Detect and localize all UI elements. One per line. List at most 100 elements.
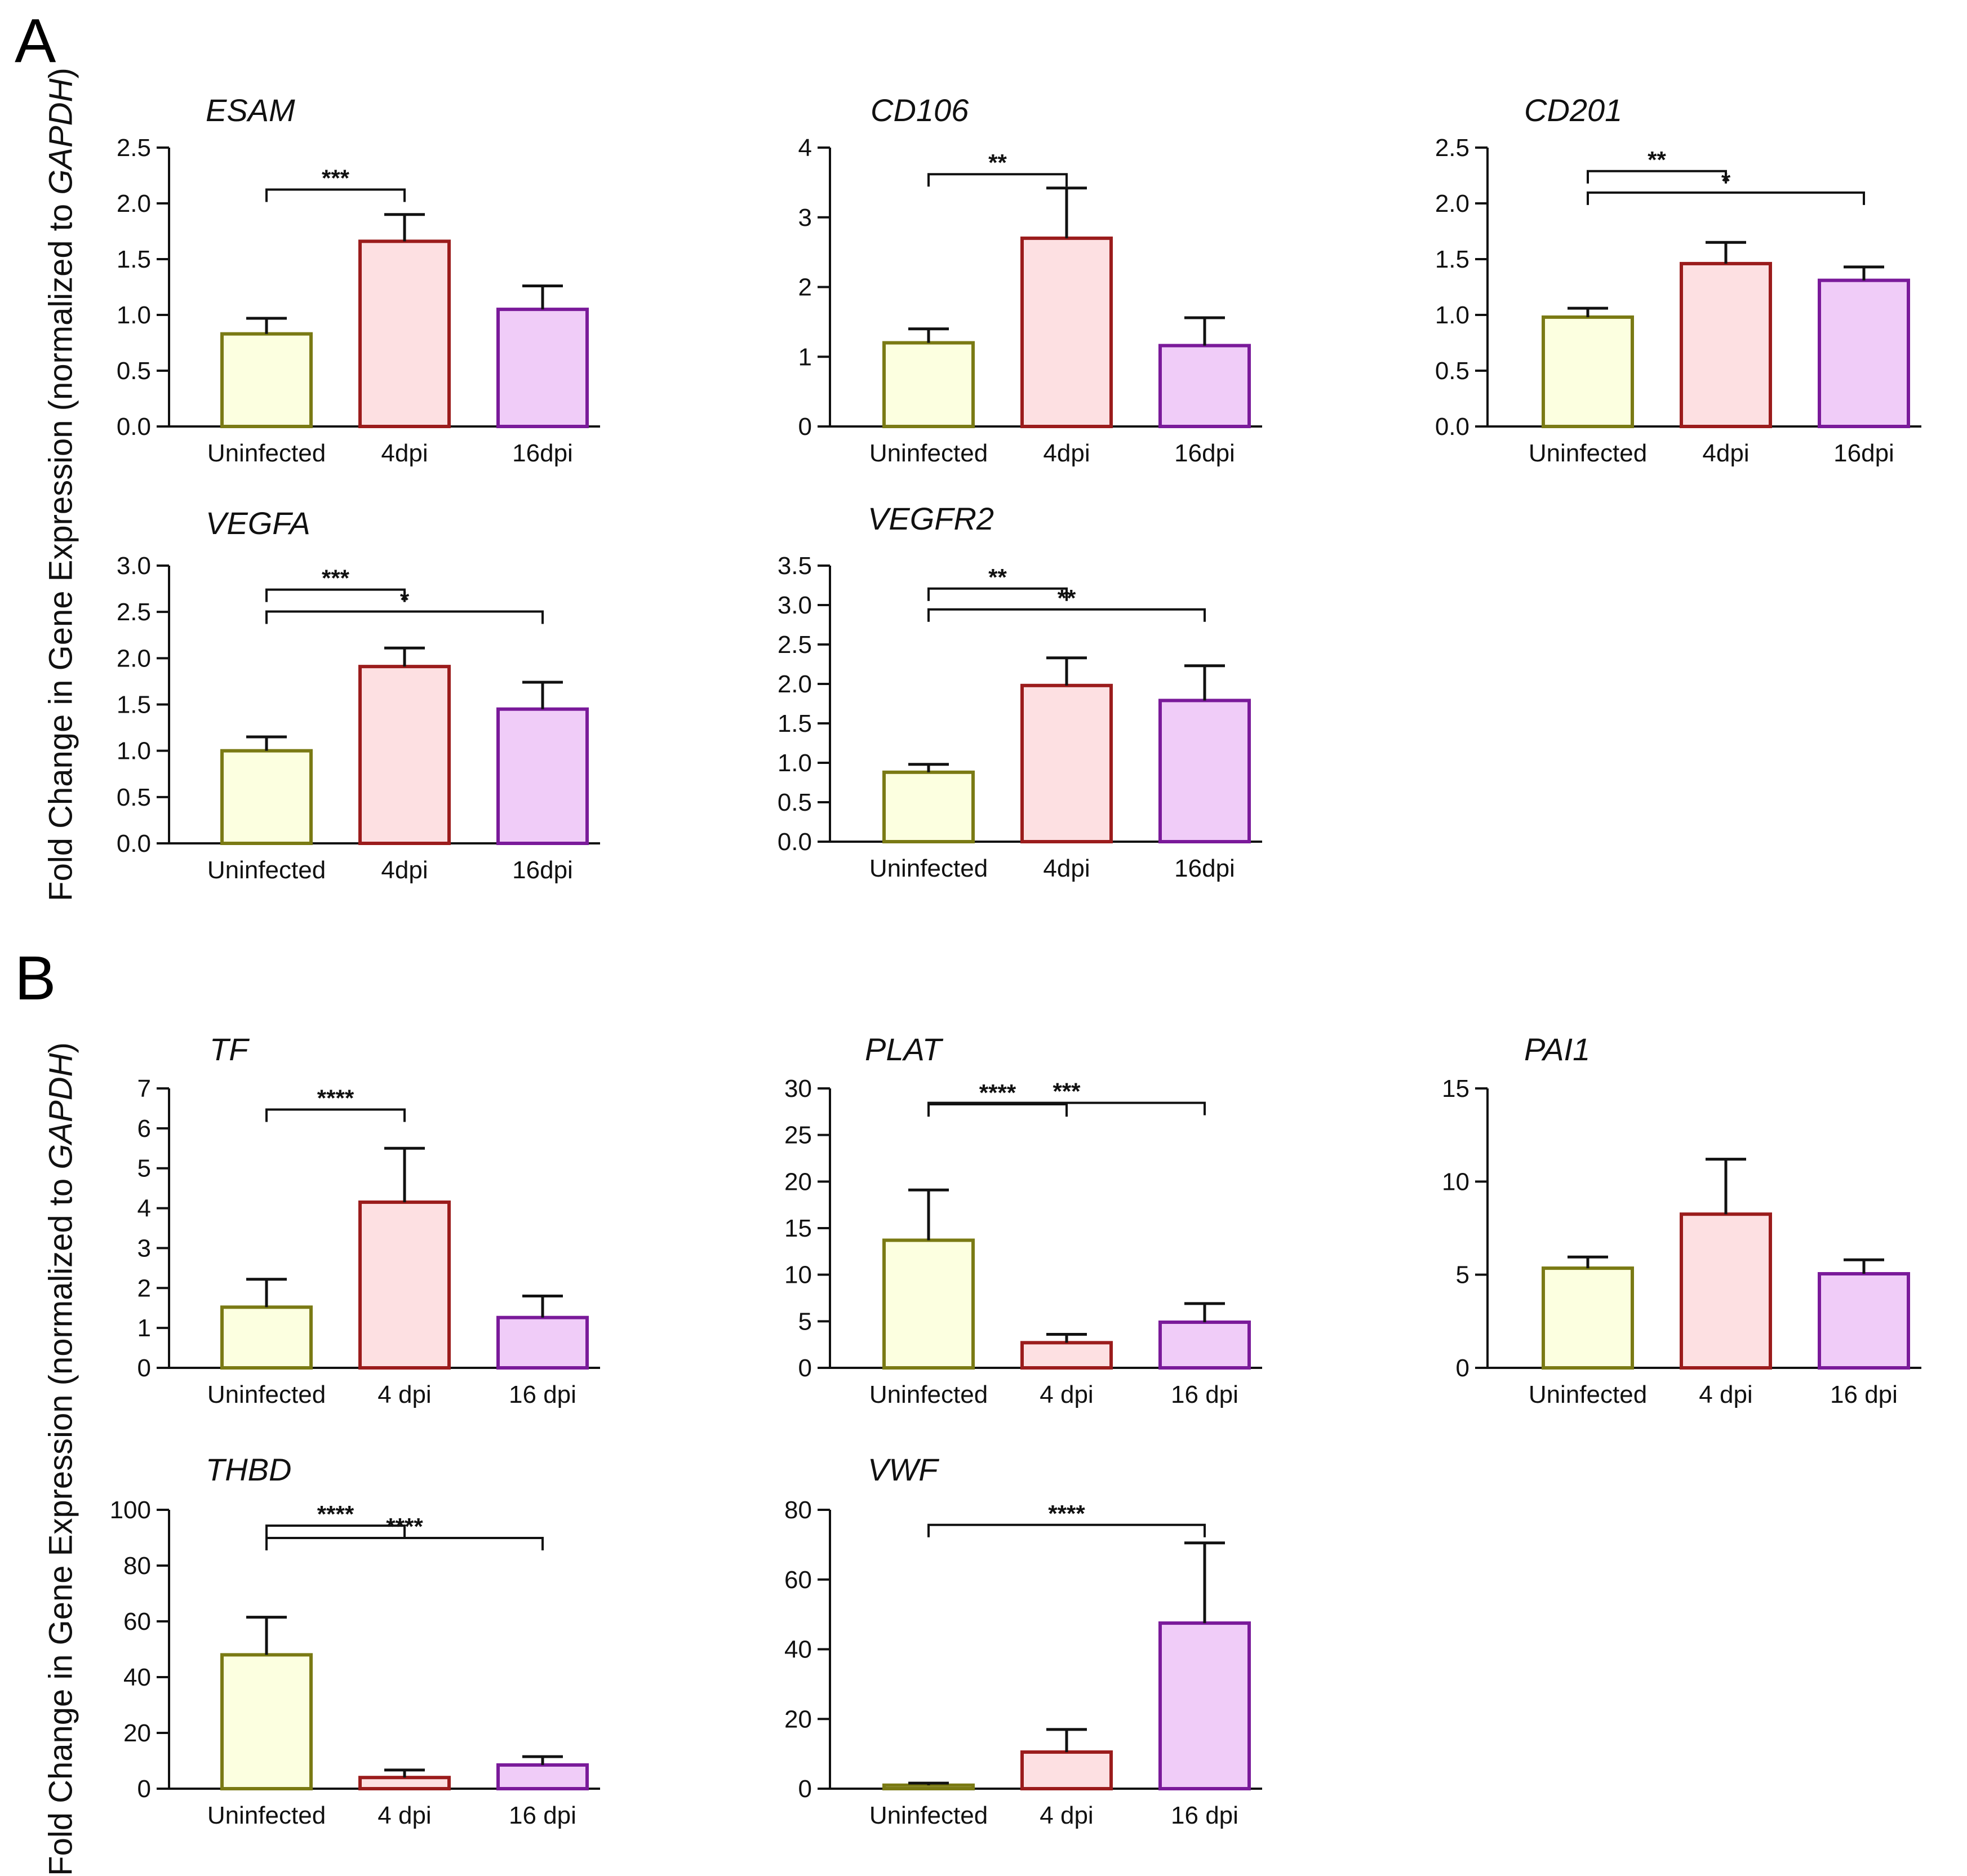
y-tick-label: 1.0 bbox=[778, 749, 812, 777]
y-tick-label: 2.0 bbox=[778, 670, 812, 698]
y-tick-label: 20 bbox=[784, 1168, 812, 1195]
y-tick-label: 2 bbox=[137, 1274, 151, 1302]
bar-16dpi bbox=[1158, 1320, 1251, 1370]
y-tick-label: 80 bbox=[123, 1552, 151, 1580]
bar-4dpi bbox=[358, 1776, 451, 1790]
significance-bracket bbox=[927, 1101, 1206, 1115]
y-tick-label: 2.0 bbox=[117, 190, 151, 217]
chart-cd106: CD106 0 1 2 3 4 Uninfected 4dpi 16dpi ** bbox=[798, 92, 1262, 467]
category-label: 4 dpi bbox=[1699, 1381, 1752, 1408]
y-tick-label: 0.5 bbox=[778, 789, 812, 816]
significance-label: ** bbox=[988, 149, 1007, 176]
y-tick-label: 6 bbox=[137, 1115, 151, 1143]
category-label: 16dpi bbox=[512, 856, 573, 884]
category-label: 16 dpi bbox=[509, 1802, 576, 1829]
category-label: 4 dpi bbox=[1040, 1802, 1093, 1829]
category-label: Uninfected bbox=[1529, 1381, 1647, 1408]
significance-bracket bbox=[265, 1536, 544, 1550]
category-label: 4 dpi bbox=[1040, 1381, 1093, 1408]
y-tick-label: 60 bbox=[784, 1566, 812, 1594]
category-label: 4 dpi bbox=[378, 1802, 431, 1829]
bar-uninfected bbox=[1542, 1266, 1634, 1370]
category-label: Uninfected bbox=[869, 439, 988, 467]
y-tick-label: 5 bbox=[1456, 1261, 1469, 1289]
category-label: Uninfected bbox=[207, 439, 326, 467]
category-label: Uninfected bbox=[207, 856, 326, 884]
y-tick-label: 30 bbox=[784, 1075, 812, 1103]
significance-label: ** bbox=[1058, 585, 1076, 611]
bar-16dpi bbox=[496, 707, 589, 846]
y-tick-label: 0.0 bbox=[1435, 413, 1469, 441]
y-tick-label: 0 bbox=[798, 1354, 812, 1382]
y-tick-label: 1 bbox=[798, 343, 812, 371]
bar-16dpi bbox=[496, 308, 589, 428]
bar-4dpi bbox=[1680, 261, 1772, 428]
y-tick-label: 3.5 bbox=[778, 552, 812, 580]
bar-uninfected bbox=[882, 1238, 975, 1370]
y-tick-label: 40 bbox=[784, 1636, 812, 1664]
category-label: Uninfected bbox=[869, 855, 988, 882]
y-tick-label: 15 bbox=[1442, 1075, 1469, 1103]
chart-title: CD201 bbox=[1524, 92, 1622, 128]
y-tick-label: 20 bbox=[123, 1719, 151, 1747]
chart-title: PAI1 bbox=[1524, 1032, 1590, 1067]
y-tick-label: 100 bbox=[110, 1496, 151, 1524]
category-label: 16 dpi bbox=[1171, 1802, 1238, 1829]
significance-bracket bbox=[265, 588, 406, 602]
y-tick-label: 25 bbox=[784, 1122, 812, 1149]
bar-4dpi bbox=[358, 665, 451, 845]
category-label: 16dpi bbox=[1833, 439, 1894, 467]
significance-label: **** bbox=[1048, 1500, 1085, 1527]
category-label: 4dpi bbox=[381, 856, 428, 884]
bar-4dpi bbox=[358, 239, 451, 428]
y-tick-label: 1.5 bbox=[1435, 246, 1469, 273]
category-label: Uninfected bbox=[869, 1802, 988, 1829]
significance-label: **** bbox=[386, 1513, 423, 1540]
significance-label: *** bbox=[1053, 1078, 1081, 1105]
chart-title: THBD bbox=[206, 1452, 291, 1487]
y-tick-label: 0.5 bbox=[1435, 357, 1469, 385]
y-tick-label: 0 bbox=[1456, 1354, 1469, 1382]
y-tick-label: 10 bbox=[784, 1261, 812, 1289]
chart-title: PLAT bbox=[865, 1032, 944, 1067]
y-tick-label: 3.0 bbox=[778, 592, 812, 619]
y-tick-label: 15 bbox=[784, 1215, 812, 1242]
chart-tf: TF 0 1 2 3 4 5 6 7 Uninfected 4 dpi 16 dpi **** bbox=[137, 1032, 600, 1408]
y-tick-label: 40 bbox=[123, 1664, 151, 1691]
y-tick-label: 1.0 bbox=[117, 737, 151, 765]
category-label: 4dpi bbox=[1702, 439, 1749, 467]
y-tick-label: 3 bbox=[137, 1234, 151, 1262]
bar-4dpi bbox=[1020, 1750, 1113, 1790]
category-label: 4dpi bbox=[381, 439, 428, 467]
category-label: 4dpi bbox=[1043, 855, 1090, 882]
significance-label: **** bbox=[979, 1079, 1016, 1106]
significance-bracket bbox=[265, 610, 544, 624]
y-tick-label: 0.5 bbox=[117, 784, 151, 811]
category-label: 16dpi bbox=[1174, 439, 1235, 467]
y-tick-label: 0 bbox=[137, 1354, 151, 1382]
chart-title: ESAM bbox=[206, 92, 295, 128]
significance-label: *** bbox=[322, 165, 350, 191]
bar-uninfected bbox=[1542, 315, 1634, 429]
bar-16dpi bbox=[1818, 1272, 1910, 1370]
chart-pai1: PAI1 0 5 10 15 Uninfected 4 dpi 16 dpi bbox=[1442, 1032, 1921, 1408]
y-tick-label: 1 bbox=[137, 1314, 151, 1342]
bar-uninfected bbox=[220, 1653, 313, 1790]
significance-bracket bbox=[927, 1103, 1068, 1117]
significance-label: * bbox=[400, 586, 410, 613]
significance-label: * bbox=[1721, 168, 1731, 194]
y-tick-label: 80 bbox=[784, 1496, 812, 1524]
significance-bracket bbox=[265, 1524, 406, 1539]
category-label: 4dpi bbox=[1043, 439, 1090, 467]
panel-b-letter: B bbox=[15, 944, 56, 1013]
bar-uninfected bbox=[220, 332, 313, 428]
y-tick-label: 0.0 bbox=[117, 413, 151, 441]
chart-title: TF bbox=[210, 1032, 250, 1067]
significance-bracket bbox=[1587, 191, 1865, 205]
category-label: 16dpi bbox=[512, 439, 573, 467]
y-tick-label: 1.5 bbox=[117, 246, 151, 273]
y-tick-label: 0.5 bbox=[117, 357, 151, 385]
category-label: Uninfected bbox=[1529, 439, 1647, 467]
y-tick-label: 2.0 bbox=[1435, 190, 1469, 217]
